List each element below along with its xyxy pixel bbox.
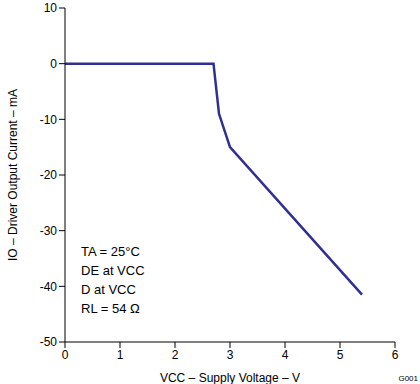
svg-text:2: 2 [172, 348, 179, 362]
svg-text:1: 1 [117, 348, 124, 362]
svg-text:10: 10 [44, 1, 58, 15]
html-text:G001: G001 [398, 374, 418, 383]
svg-text:6: 6 [392, 348, 399, 362]
svg-text:IO – Driver Output Current – m: IO – Driver Output Current – mA [6, 89, 20, 261]
svg-text:0: 0 [62, 348, 69, 362]
html-text:DE at VCC: DE at VCC [81, 263, 145, 278]
html-text:RL = 54 Ω: RL = 54 Ω [81, 301, 140, 316]
svg-text:-30: -30 [40, 224, 58, 238]
svg-text:5: 5 [337, 348, 344, 362]
svg-text:3: 3 [227, 348, 234, 362]
svg-text:-20: -20 [40, 168, 58, 182]
svg-text:4: 4 [282, 348, 289, 362]
html-text:TA = 25°C: TA = 25°C [81, 244, 140, 259]
svg-text:0: 0 [50, 57, 57, 71]
svg-text:-40: -40 [40, 280, 58, 294]
svg-text:-50: -50 [40, 335, 58, 349]
svg-text:VCC – Supply Voltage – V: VCC – Supply Voltage – V [160, 371, 300, 384]
svg-text:-10: -10 [40, 113, 58, 127]
html-text:D at VCC: D at VCC [81, 282, 136, 297]
